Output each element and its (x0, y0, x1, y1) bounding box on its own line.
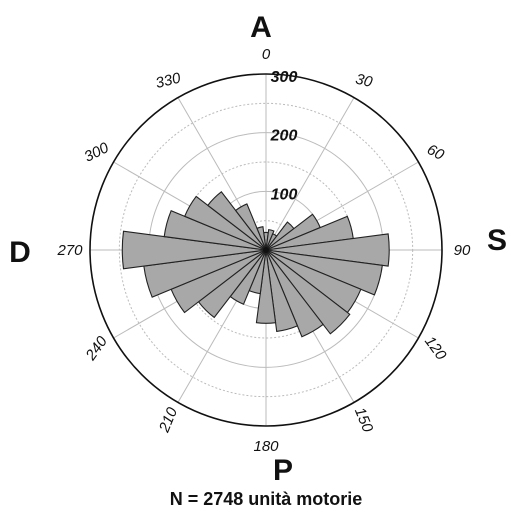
rose-bar (163, 209, 267, 251)
angle-tick-label: 30 (354, 71, 375, 92)
rose-bar (265, 233, 390, 267)
angle-tick-label: 60 (424, 141, 447, 164)
rose-bar (234, 203, 267, 251)
rose-bar (265, 249, 351, 335)
ring-labels: 100 200 300 (270, 69, 298, 203)
radial-tick-label: 300 (271, 69, 298, 86)
rose-bar (183, 195, 267, 251)
outer-circle (89, 73, 443, 427)
angle-tick-label: 300 (82, 139, 113, 166)
direction-east-label: S (487, 224, 507, 257)
angle-tick-label: 330 (154, 69, 183, 92)
direction-south-label: P (273, 454, 293, 487)
rose-bar (255, 249, 277, 324)
angle-tick-label: 0 (262, 46, 271, 63)
angle-tick-label: 120 (421, 333, 450, 364)
direction-west-label: D (9, 236, 31, 269)
rose-bar (265, 249, 383, 296)
angle-tick-label: 180 (253, 438, 279, 455)
radial-tick-label: 200 (270, 128, 298, 145)
center-point (263, 247, 269, 253)
chart-caption: N = 2748 unità motorie (170, 489, 363, 509)
rose-bar (265, 249, 324, 338)
angle-tick-label: 210 (155, 404, 181, 435)
radial-tick-label: 100 (271, 186, 298, 203)
direction-north-label: A (250, 11, 272, 44)
rose-bars (121, 191, 390, 338)
angle-tick-label: 150 (351, 405, 377, 435)
rose-bar (265, 249, 299, 333)
angle-tick-label: 240 (82, 333, 111, 365)
grid-spoke (265, 97, 355, 251)
angle-tick-label: 90 (454, 242, 471, 259)
rose-bar (256, 226, 267, 251)
angle-tick-label: 270 (56, 242, 83, 259)
rose-bar (207, 191, 267, 251)
rose-bar (121, 230, 267, 270)
